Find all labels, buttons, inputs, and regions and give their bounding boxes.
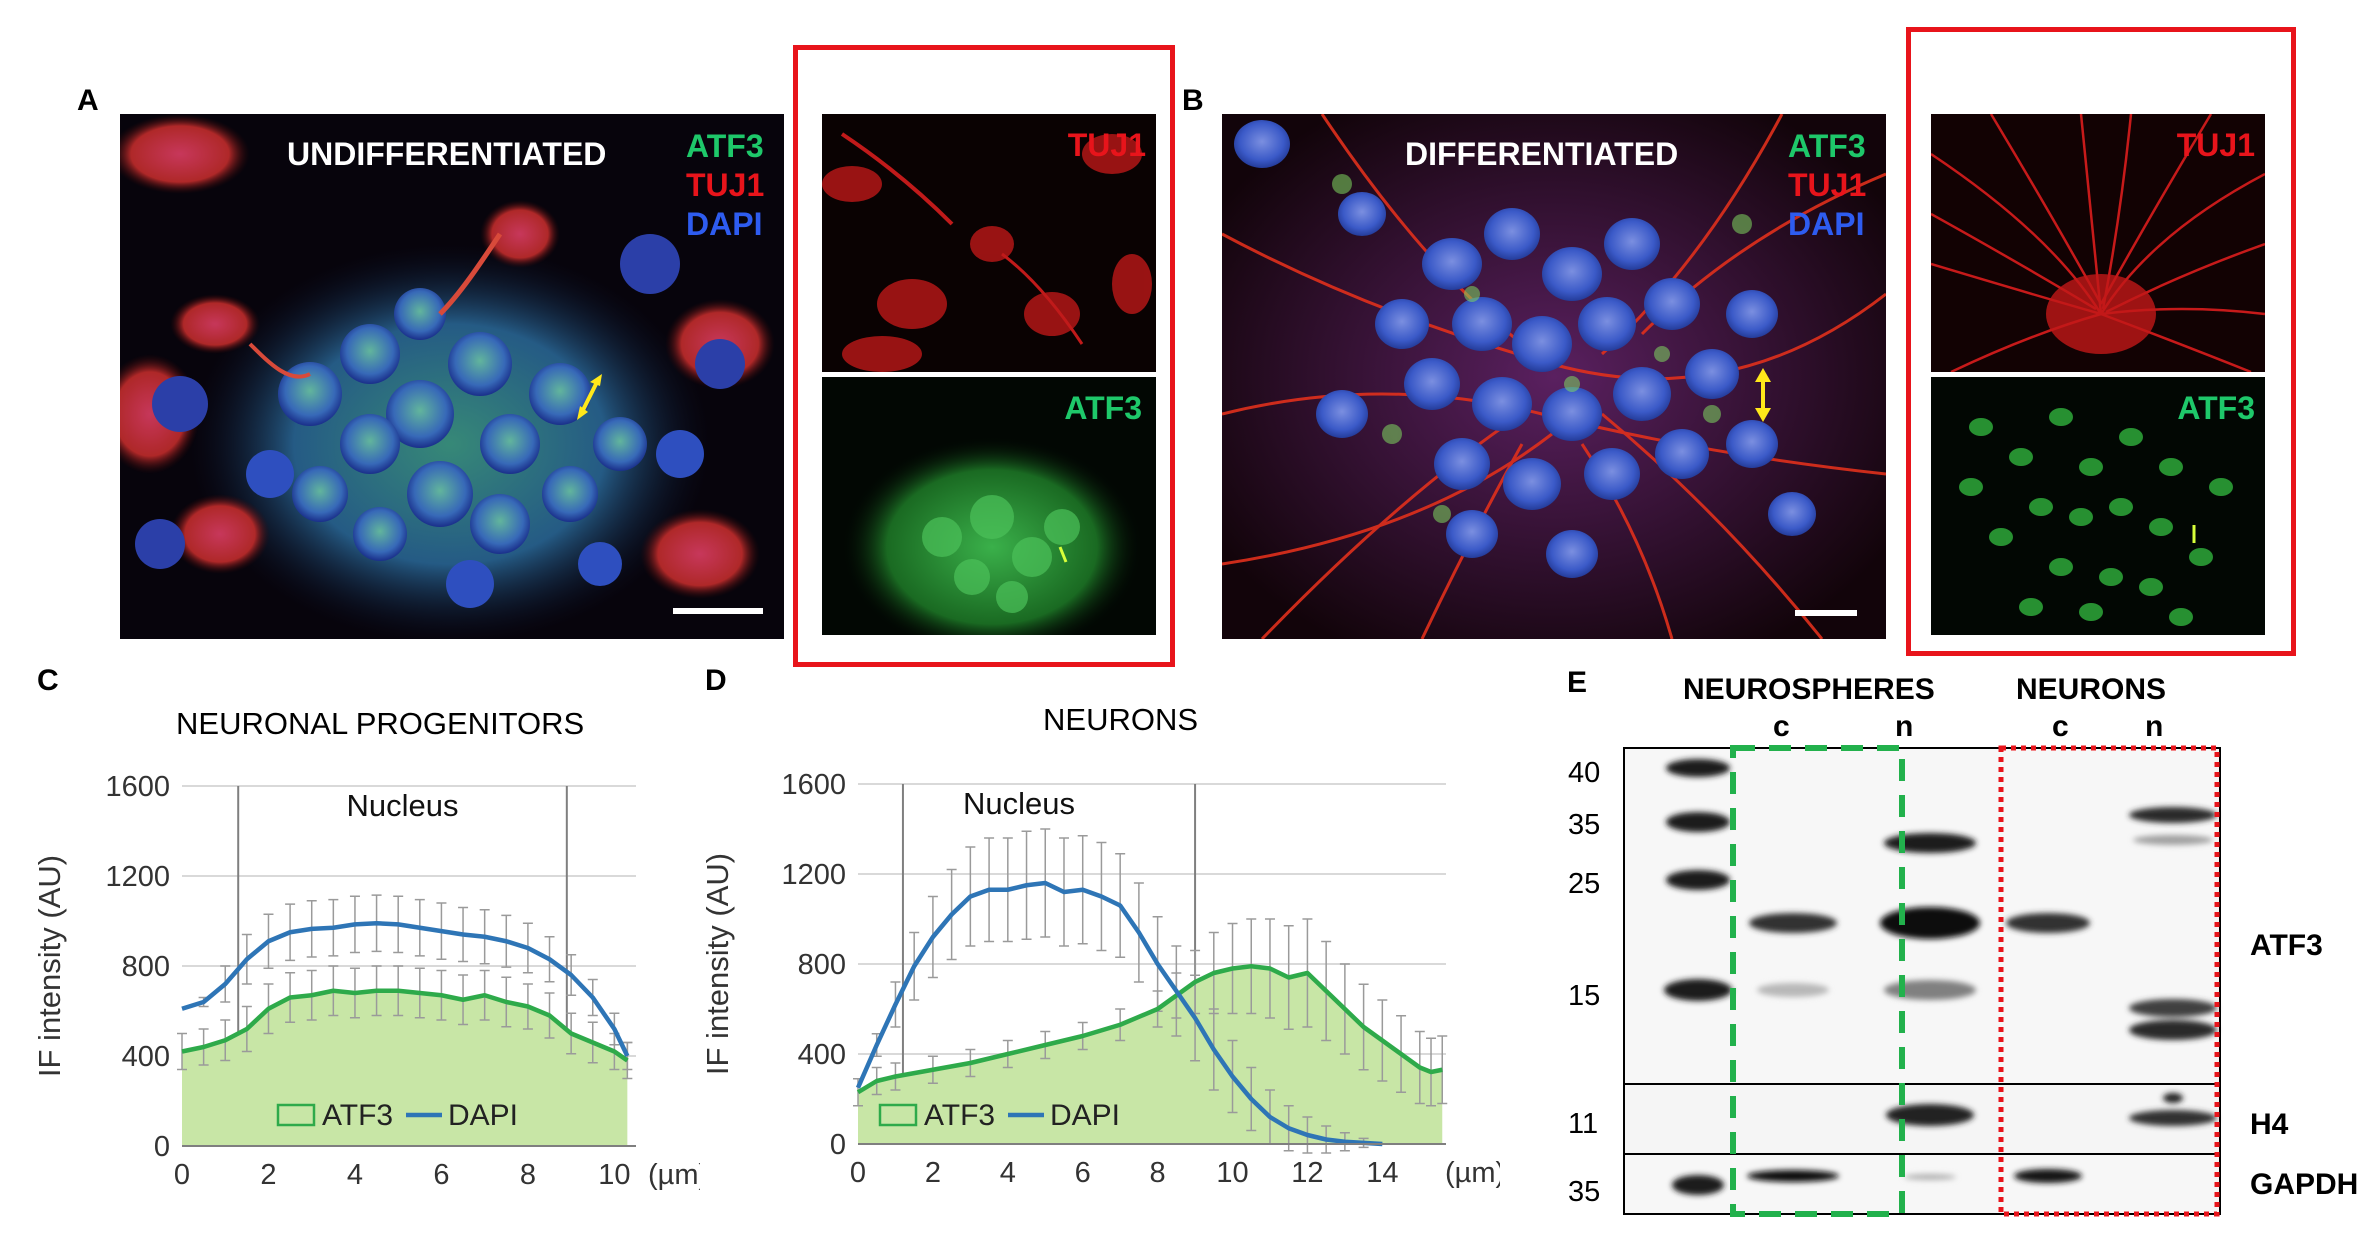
y-tick-label: 0	[830, 1129, 846, 1161]
y-tick-label: 1600	[781, 769, 846, 801]
y-tick-label: 400	[798, 1039, 846, 1071]
series-line-atf3	[181, 988, 629, 1063]
micrograph-a-image	[120, 114, 784, 639]
legend-swatch-atf3	[276, 1103, 316, 1127]
mw-marker-40: 40	[1568, 757, 1601, 789]
y-tick-label: 800	[122, 951, 170, 983]
legend-tuj1-b: TUJ1	[1788, 167, 1867, 203]
band-label-atf3: ATF3	[2250, 929, 2323, 962]
lane-label-n1: n	[1895, 710, 1914, 743]
series-line-atf3	[856, 964, 1443, 1095]
legend-label-atf3: ATF3	[322, 1099, 393, 1132]
nucleus-annotation: Nucleus	[347, 788, 459, 823]
y-tick-label: 400	[122, 1041, 170, 1073]
chart-title-c: NEURONAL PROGENITORS	[176, 706, 585, 741]
split-channels-box-a	[793, 45, 1175, 667]
legend-atf3-b: ATF3	[1788, 128, 1866, 164]
panel-letter-a: A	[77, 84, 99, 117]
y-axis-label: IF intensity (AU)	[32, 855, 67, 1077]
split-channels-box-b	[1906, 27, 2296, 656]
panel-letter-c: C	[37, 664, 59, 697]
series-area-atf3	[182, 990, 628, 1146]
micrograph-a-atf3-image	[822, 377, 1156, 635]
legend-label-atf3: ATF3	[924, 1099, 995, 1132]
group-label-neurons: NEURONS	[2016, 673, 2167, 706]
panel-letter-b: B	[1182, 84, 1204, 117]
x-tick-label: 4	[1000, 1157, 1016, 1189]
micrograph-b-image	[1222, 114, 1886, 639]
x-tick-label: 8	[520, 1159, 536, 1191]
micrograph-a-tuj1: TUJ1	[822, 114, 1156, 372]
micrograph-b-tuj1: TUJ1	[1931, 114, 2265, 372]
legend-dapi-a: DAPI	[686, 206, 763, 242]
group-label-neurospheres: NEUROSPHERES	[1683, 673, 1935, 706]
y-axis-label: IF intensity (AU)	[700, 853, 735, 1075]
lane-label-c1: c	[1773, 710, 1790, 743]
neurospheres-box	[1730, 745, 1905, 1217]
mw-marker-35-gapdh: 35	[1568, 1176, 1601, 1208]
chart-title-d: NEURONS	[1043, 702, 1199, 737]
split-label-atf3-a: ATF3	[1064, 390, 1142, 426]
series-line-dapi	[855, 880, 1383, 1147]
neurons-box	[1998, 745, 2220, 1217]
legend-dapi-b: DAPI	[1788, 206, 1865, 242]
micrograph-b-merged: DIFFERENTIATED ATF3 TUJ1 DAPI	[1222, 114, 1886, 639]
series-line-dapi	[181, 921, 630, 1057]
legend-swatch-atf3	[878, 1103, 918, 1127]
line-chart-d: 0 400 800 1200 1600 0 2 4 6 8 10 12 14 (µm) IF intensi…	[700, 769, 1500, 1189]
mw-marker-25: 25	[1568, 868, 1601, 900]
x-tick-label: 0	[850, 1157, 866, 1189]
legend-tuj1-a: TUJ1	[686, 167, 765, 203]
micrograph-a-atf3: ATF3	[822, 377, 1156, 635]
mw-marker-35: 35	[1568, 809, 1601, 841]
band-label-h4: H4	[2250, 1108, 2289, 1141]
x-tick-label: 14	[1366, 1157, 1398, 1189]
condition-label-b: DIFFERENTIATED	[1405, 136, 1679, 172]
split-label-tuj1-b: TUJ1	[2176, 127, 2255, 163]
panel-letter-e: E	[1567, 666, 1588, 699]
micrograph-b-atf3-image	[1931, 377, 2265, 635]
western-blot	[1623, 745, 2221, 1217]
legend-label-dapi: DAPI	[448, 1099, 518, 1132]
y-tick-label: 0	[154, 1131, 170, 1163]
y-tick-label: 800	[798, 949, 846, 981]
mw-marker-11: 11	[1568, 1108, 1599, 1140]
x-tick-label: 12	[1291, 1157, 1323, 1189]
x-axis-unit: (µm)	[1445, 1157, 1500, 1189]
y-tick-label: 1600	[105, 771, 170, 803]
series-area-atf3	[858, 966, 1443, 1144]
lane-label-c2: c	[2052, 710, 2069, 743]
split-label-tuj1-a: TUJ1	[1067, 127, 1146, 163]
band-label-gapdh: GAPDH	[2250, 1168, 2359, 1201]
split-label-atf3-b: ATF3	[2177, 390, 2255, 426]
micrograph-a-merged: UNDIFFERENTIATED ATF3 TUJ1 DAPI	[120, 114, 784, 639]
line-chart-c: 0 400 800 1200 1600 0 2 4 6 8 10 (µm) IF intensity (…	[32, 771, 700, 1191]
y-tick-label: 1200	[105, 861, 170, 893]
micrograph-a-tuj1-image	[822, 114, 1156, 372]
lane-label-n2: n	[2145, 710, 2164, 743]
mw-marker-15: 15	[1568, 980, 1601, 1012]
x-tick-label: 6	[1075, 1157, 1091, 1189]
condition-label-a: UNDIFFERENTIATED	[287, 136, 607, 172]
x-tick-label: 8	[1150, 1157, 1166, 1189]
legend-atf3-a: ATF3	[686, 128, 764, 164]
x-tick-label: 6	[433, 1159, 449, 1191]
x-tick-label: 10	[598, 1159, 630, 1191]
x-axis-unit: (µm)	[648, 1159, 700, 1191]
nucleus-annotation: Nucleus	[963, 786, 1075, 821]
micrograph-b-tuj1-image	[1931, 114, 2265, 372]
x-tick-label: 10	[1216, 1157, 1248, 1189]
x-tick-label: 2	[925, 1157, 941, 1189]
legend-label-dapi: DAPI	[1050, 1099, 1120, 1132]
micrograph-b-atf3: ATF3	[1931, 377, 2265, 635]
y-tick-label: 1200	[781, 859, 846, 891]
x-tick-label: 0	[174, 1159, 190, 1191]
panel-letter-d: D	[705, 664, 727, 697]
x-tick-label: 4	[347, 1159, 363, 1191]
x-tick-label: 2	[260, 1159, 276, 1191]
